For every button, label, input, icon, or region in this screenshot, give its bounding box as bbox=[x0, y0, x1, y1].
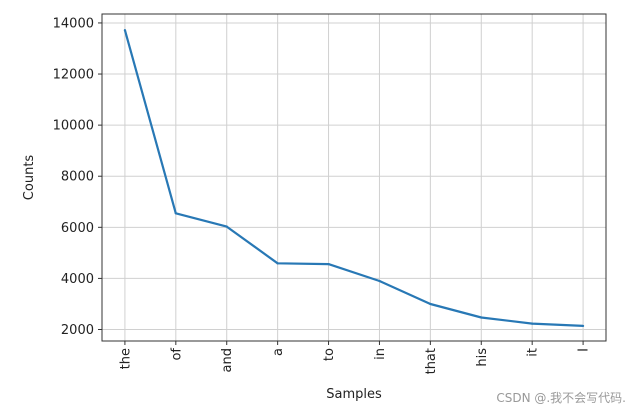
x-tick-label: it bbox=[526, 348, 541, 357]
data-point bbox=[429, 302, 432, 306]
y-tick-label: 2000 bbox=[61, 323, 94, 338]
axis-ticks: the of and a to in that his it I 2000 4000 6000 8000 1… bbox=[53, 16, 592, 374]
plot-frame bbox=[101, 13, 607, 342]
x-tick-label: in bbox=[373, 348, 388, 360]
x-tick-label: that bbox=[424, 348, 439, 374]
x-tick-label: the bbox=[118, 348, 133, 369]
y-axis-label: Counts bbox=[22, 155, 37, 201]
x-tick-label: a bbox=[271, 348, 286, 356]
x-tick-label: of bbox=[169, 348, 184, 361]
x-tick-label: to bbox=[322, 348, 337, 361]
data-point bbox=[531, 322, 534, 325]
data-point bbox=[327, 263, 330, 266]
data-point bbox=[480, 316, 483, 319]
x-tick-label: his bbox=[475, 348, 490, 367]
series-line bbox=[123, 29, 584, 327]
y-tick-label: 8000 bbox=[61, 170, 94, 185]
y-tick-label: 4000 bbox=[61, 272, 94, 287]
data-point bbox=[581, 324, 585, 328]
y-tick-label: 6000 bbox=[61, 221, 94, 236]
data-point bbox=[276, 262, 279, 265]
data-point bbox=[225, 225, 228, 228]
y-tick-label: 12000 bbox=[53, 68, 94, 83]
x-axis-label: Samples bbox=[326, 387, 382, 402]
data-point bbox=[123, 28, 127, 32]
x-tick-label: I bbox=[577, 348, 592, 352]
data-point bbox=[378, 279, 381, 283]
watermark: CSDN @.我不会写代码. bbox=[496, 391, 626, 405]
series-layer bbox=[123, 28, 585, 328]
y-tick-label: 14000 bbox=[53, 16, 94, 31]
y-tick-label: 10000 bbox=[53, 119, 94, 134]
x-tick-label: and bbox=[220, 348, 235, 372]
data-point bbox=[174, 212, 177, 215]
grid-lines bbox=[102, 14, 606, 341]
